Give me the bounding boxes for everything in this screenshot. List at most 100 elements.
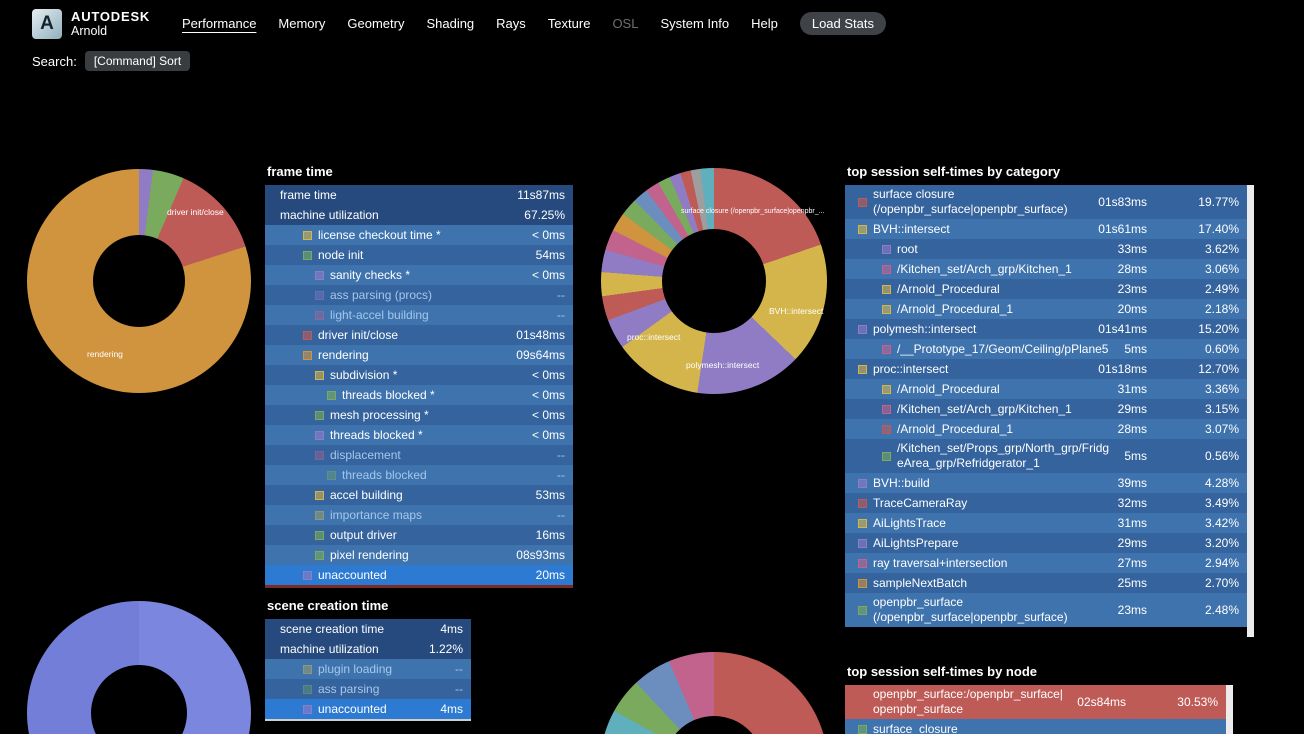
category-row[interactable]: AiLightsPrepare 29ms 3.20% (845, 533, 1247, 553)
scene-creation-hscrollbar[interactable] (265, 719, 471, 721)
scene-creation-row[interactable]: ass parsing -- (265, 679, 471, 699)
frame-time-row[interactable]: driver init/close 01s48ms (265, 325, 573, 345)
category-row[interactable]: BVH::intersect 01s61ms 17.40% (845, 219, 1247, 239)
category-row-percent: 2.70% (1204, 575, 1239, 590)
frame-time-row[interactable]: importance maps -- (265, 505, 573, 525)
nav-item-performance[interactable]: Performance (182, 16, 257, 31)
scene-creation-row[interactable]: scene creation time 4ms (265, 619, 471, 639)
frame-time-row[interactable]: pixel rendering 08s93ms (265, 545, 573, 565)
frame-time-row[interactable]: threads blocked -- (265, 465, 573, 485)
nav-item-geometry[interactable]: Geometry (347, 16, 405, 31)
category-row[interactable]: /Arnold_Procedural_1 28ms 3.07% (845, 419, 1247, 439)
frame-time-row-label: sanity checks * (330, 267, 411, 282)
scene-creation-row[interactable]: unaccounted 4ms (265, 699, 471, 719)
red-swatch-icon (858, 197, 867, 207)
category-row[interactable]: openpbr_surface (/openpbr_surface|openpb… (845, 593, 1247, 627)
category-row[interactable]: /__Prototype_17/Geom/Ceiling/pPlane5 5ms 0… (845, 339, 1247, 359)
scene-creation-row[interactable]: plugin loading -- (265, 659, 471, 679)
category-row-value: 01s18ms (1098, 361, 1147, 376)
category-row[interactable]: surface closure (/openpbr_surface|openpb… (845, 185, 1247, 219)
nav-item-load-stats[interactable]: Load Stats (799, 12, 886, 35)
scene-creation-row-label: scene creation time (280, 621, 385, 636)
category-row-label: /Arnold_Procedural_1 (897, 421, 1014, 436)
node-row-label: surface_closure (873, 721, 958, 734)
frame-time-row[interactable]: node init 54ms (265, 245, 573, 265)
frame-time-row[interactable]: license checkout time * < 0ms (265, 225, 573, 245)
yellow-swatch-icon (882, 304, 891, 314)
nav-item-shading[interactable]: Shading (426, 16, 475, 31)
frame-time-row[interactable]: threads blocked * < 0ms (265, 425, 573, 445)
category-row[interactable]: /Kitchen_set/Arch_grp/Kitchen_1 29ms 3.15% (845, 399, 1247, 419)
category-row[interactable]: /Arnold_Procedural 23ms 2.49% (845, 279, 1247, 299)
scene-creation-row-label: ass parsing (318, 681, 380, 696)
category-row-percent: 3.42% (1204, 515, 1239, 530)
node-donut[interactable] (600, 652, 828, 734)
category-donut-label-0: surface closure (/openpbr_surface|openpb… (681, 208, 825, 215)
category-row-label: BVH::intersect (873, 221, 950, 236)
category-row[interactable]: polymesh::intersect 01s41ms 15.20% (845, 319, 1247, 339)
frame-time-row-value: 11s87ms (517, 187, 565, 202)
scene-creation-row-value: -- (455, 661, 463, 676)
frame-time-row[interactable]: sanity checks * < 0ms (265, 265, 573, 285)
category-donut[interactable] (601, 168, 827, 394)
frame-time-row-label: node init (318, 247, 364, 262)
frame-time-row-label: license checkout time * (318, 227, 441, 242)
category-row[interactable]: ray traversal+intersection 27ms 2.94% (845, 553, 1247, 573)
category-row[interactable]: root 33ms 3.62% (845, 239, 1247, 259)
frame-time-row[interactable]: light-accel building -- (265, 305, 573, 325)
yellow-swatch-icon (315, 510, 324, 520)
category-row-label: polymesh::intersect (873, 321, 977, 336)
category-row[interactable]: /Arnold_Procedural_1 20ms 2.18% (845, 299, 1247, 319)
command-sort-button[interactable]: [Command] Sort (84, 51, 191, 71)
category-vscrollbar[interactable] (1247, 185, 1254, 637)
main-nav: Performance Memory Geometry Shading Rays Text… (182, 12, 886, 35)
frame-time-row[interactable]: unaccounted 20ms (265, 565, 573, 585)
pink-swatch-icon (315, 450, 324, 460)
frame-time-row[interactable]: rendering 09s64ms (265, 345, 573, 365)
frame-time-row[interactable]: frame time 11s87ms (265, 185, 573, 205)
category-row[interactable]: /Arnold_Procedural 31ms 3.36% (845, 379, 1247, 399)
category-row[interactable]: /Kitchen_set/Arch_grp/Kitchen_1 28ms 3.06% (845, 259, 1247, 279)
frame-time-row[interactable]: accel building 53ms (265, 485, 573, 505)
frame-time-row[interactable]: subdivision * < 0ms (265, 365, 573, 385)
scene-creation-row[interactable]: machine utilization 1.22% (265, 639, 471, 659)
frame-time-row-value: 54ms (535, 247, 565, 262)
frame-time-row[interactable]: mesh processing * < 0ms (265, 405, 573, 425)
frame-time-hscrollbar[interactable] (265, 585, 573, 588)
frame-time-row[interactable]: displacement -- (265, 445, 573, 465)
scene-creation-panel: scene creation time scene creation time 4… (265, 598, 471, 721)
nav-item-memory[interactable]: Memory (278, 16, 326, 31)
category-row-label: root (897, 241, 918, 256)
category-row-label: proc::intersect (873, 361, 949, 376)
node-row[interactable]: surface_closure (845, 719, 1226, 734)
frame-time-donut[interactable] (27, 169, 251, 393)
category-row[interactable]: BVH::build 39ms 4.28% (845, 473, 1247, 493)
category-row[interactable]: AiLightsTrace 31ms 3.42% (845, 513, 1247, 533)
category-row[interactable]: TraceCameraRay 32ms 3.49% (845, 493, 1247, 513)
category-row[interactable]: /Kitchen_set/Props_grp/North_grp/FridgeA… (845, 439, 1247, 473)
nav-item-rays[interactable]: Rays (496, 16, 526, 31)
frame-time-row[interactable]: ass parsing (procs) -- (265, 285, 573, 305)
scene-creation-donut[interactable] (27, 601, 251, 734)
category-row-value: 23ms (1117, 281, 1147, 296)
frame-time-panel: frame time frame time 11s87ms machine util… (265, 164, 573, 588)
category-row[interactable]: proc::intersect 01s18ms 12.70% (845, 359, 1247, 379)
frame-time-row-label: rendering (318, 347, 369, 362)
yellow-swatch-icon (315, 370, 324, 380)
category-row-value: 23ms (1117, 602, 1147, 617)
nav-item-texture[interactable]: Texture (547, 16, 591, 31)
frame-time-row[interactable]: threads blocked * < 0ms (265, 385, 573, 405)
nav-item-help[interactable]: Help (751, 16, 778, 31)
frame-time-row[interactable]: output driver 16ms (265, 525, 573, 545)
node-vscrollbar[interactable] (1226, 685, 1233, 734)
frame-time-row-value: -- (557, 507, 565, 522)
frame-time-row[interactable]: machine utilization 67.25% (265, 205, 573, 225)
node-row[interactable]: openpbr_surface:/openpbr_surface|openpbr… (845, 685, 1226, 719)
frame-time-row-label: threads blocked * (330, 427, 423, 442)
frame-time-row-label: subdivision * (330, 367, 398, 382)
category-row[interactable]: sampleNextBatch 25ms 2.70% (845, 573, 1247, 593)
green-swatch-icon (303, 684, 312, 694)
search-label: Search: (32, 53, 77, 69)
nav-item-system-info[interactable]: System Info (660, 16, 730, 31)
